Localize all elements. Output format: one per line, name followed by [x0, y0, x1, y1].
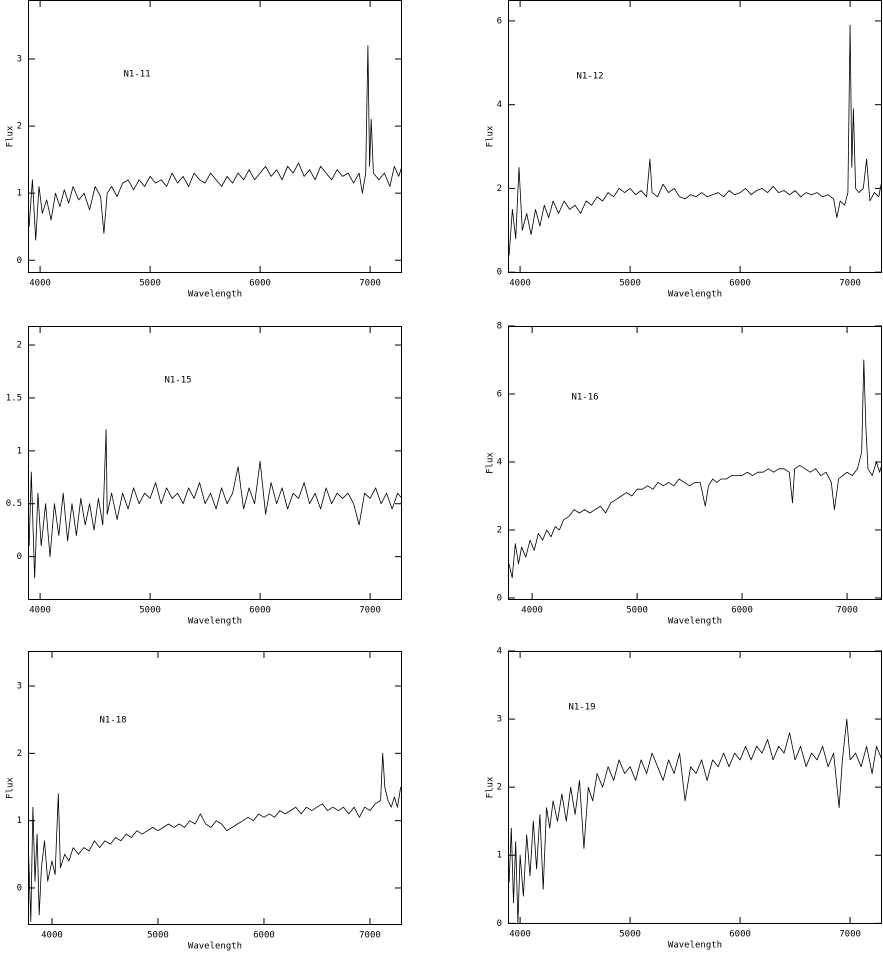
y-tick-label: 0 [497, 593, 502, 603]
y-tick-label: 6 [497, 389, 502, 399]
plot-frame [508, 326, 882, 600]
y-tick-label: 2 [17, 749, 22, 759]
spectrum-line [28, 429, 402, 579]
y-tick-label: 0.5 [6, 499, 22, 509]
spectrum-line [508, 359, 882, 578]
panel: 4000 5000 6000 7000 0 1 2 3 4 Wavelength Flux N1-19 [486, 647, 882, 951]
spectrum-line [28, 752, 402, 922]
x-tick-label: 7000 [359, 279, 381, 289]
y-axis-label: Flux [486, 776, 496, 798]
y-tick-label: 0 [17, 256, 22, 266]
x-axis-label: Wavelength [188, 617, 242, 627]
annotation: N1-11 [123, 70, 150, 80]
x-axis-label: Wavelength [668, 290, 722, 300]
annotation: N1-19 [568, 703, 595, 713]
x-axis-label: Wavelength [668, 617, 722, 627]
panel: 4000 5000 6000 7000 0 2 4 6 8 Wavelength Flux N1-16 [486, 322, 882, 627]
x-tick-label: 6000 [249, 279, 271, 289]
annotation: N1-12 [576, 72, 603, 82]
panel: 4000 5000 6000 7000 0 1 2 3 Wavelength Flux N1-11 [6, 0, 402, 300]
y-tick-label: 3 [497, 715, 502, 725]
y-tick-label: 4 [497, 100, 502, 110]
y-tick-label: 0 [497, 268, 502, 278]
y-axis-label: Flux [486, 125, 496, 147]
y-tick-label: 3 [17, 55, 22, 65]
x-tick-label: 5000 [139, 279, 161, 289]
x-tick-label: 7000 [359, 606, 381, 616]
x-tick-label: 6000 [253, 931, 275, 941]
annotation: N1-15 [164, 376, 191, 386]
plot-frame [28, 0, 402, 273]
plot-frame [508, 651, 882, 924]
y-tick-label: 3 [17, 682, 22, 692]
x-tick-label: 5000 [626, 606, 648, 616]
x-tick-label: 4000 [41, 931, 63, 941]
y-tick-label: 2 [17, 122, 22, 132]
spectrum-line [28, 45, 402, 241]
x-tick-label: 6000 [729, 930, 751, 940]
y-axis-label: Flux [486, 452, 496, 474]
panel: 4000 5000 6000 7000 0 1 2 3 Wavelength Flux N1-18 [6, 651, 402, 952]
y-tick-label: 2 [497, 184, 502, 194]
y-tick-label: 1 [17, 189, 22, 199]
y-axis-label: Flux [6, 777, 16, 799]
panel: 4000 5000 6000 7000 0 0.5 1 1.5 2 Wavelength N1-15 [6, 326, 402, 627]
x-tick-label: 4000 [29, 279, 51, 289]
spectrum-line [508, 24, 882, 256]
x-tick-label: 6000 [729, 279, 751, 289]
x-axis-label: Wavelength [188, 290, 242, 300]
x-tick-label: 7000 [359, 931, 381, 941]
x-tick-label: 4000 [509, 279, 531, 289]
x-axis-label: Wavelength [668, 941, 722, 951]
y-tick-label: 1 [17, 816, 22, 826]
y-tick-label: 4 [497, 457, 502, 467]
annotation: N1-16 [571, 393, 598, 403]
y-tick-label: 1.5 [6, 393, 22, 403]
x-tick-label: 5000 [619, 279, 641, 289]
y-axis-label: Flux [6, 125, 16, 147]
x-axis-label: Wavelength [188, 942, 242, 952]
y-tick-label: 4 [497, 647, 502, 657]
plot-frame [28, 651, 402, 925]
y-tick-label: 0 [497, 919, 502, 929]
y-tick-label: 1 [17, 446, 22, 456]
x-tick-label: 7000 [839, 930, 861, 940]
x-tick-label: 6000 [249, 606, 271, 616]
plot-frame [508, 0, 882, 273]
y-tick-label: 2 [497, 783, 502, 793]
x-tick-label: 7000 [836, 606, 858, 616]
spectrum-line [508, 718, 882, 924]
y-tick-label: 6 [497, 16, 502, 26]
plot-frame [28, 326, 402, 600]
y-tick-label: 1 [497, 851, 502, 861]
x-tick-label: 5000 [139, 606, 161, 616]
x-tick-label: 5000 [147, 931, 169, 941]
y-tick-label: 8 [497, 322, 502, 332]
x-tick-label: 6000 [731, 606, 753, 616]
x-tick-label: 4000 [29, 606, 51, 616]
y-tick-label: 0 [17, 552, 22, 562]
x-tick-label: 5000 [619, 930, 641, 940]
y-tick-label: 0 [17, 883, 22, 893]
annotation: N1-18 [99, 716, 126, 726]
x-tick-label: 4000 [509, 930, 531, 940]
x-tick-label: 4000 [521, 606, 543, 616]
panel: 4000 5000 6000 7000 0 2 4 6 Wavelength Flux N1-12 [486, 0, 882, 300]
y-tick-label: 2 [497, 525, 502, 535]
y-tick-label: 2 [17, 341, 22, 351]
x-tick-label: 7000 [839, 279, 861, 289]
